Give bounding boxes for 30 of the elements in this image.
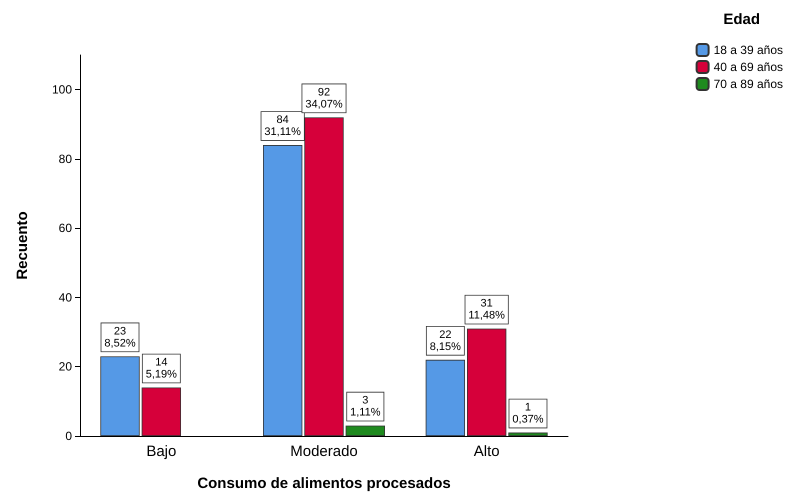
y-tick-label: 0 <box>65 429 72 443</box>
y-tick-label: 20 <box>58 360 72 374</box>
data-label: 22 8,15% <box>430 328 462 353</box>
data-label: 31 11,48% <box>468 298 506 322</box>
x-tick-label: Bajo <box>146 443 176 460</box>
data-label: 92 34,07% <box>305 86 343 110</box>
data-label: 14 5,19% <box>146 356 178 381</box>
legend-label: 18 a 39 años <box>714 43 784 57</box>
data-label: 3 1,11% <box>350 394 381 419</box>
data-label: 1 0,37% <box>512 402 544 426</box>
bar <box>142 388 182 436</box>
legend-label: 40 a 69 años <box>714 60 784 74</box>
y-tick-label: 80 <box>58 152 72 166</box>
bar <box>100 356 140 436</box>
y-axis-title: Recuento <box>14 211 31 280</box>
x-tick-label: Moderado <box>290 443 358 460</box>
data-label: 23 8,52% <box>104 325 136 350</box>
legend-label: 70 a 89 años <box>714 77 784 91</box>
x-tick-label: Alto <box>474 443 500 460</box>
bar <box>466 328 506 436</box>
y-tick-label: 100 <box>52 82 72 97</box>
bar <box>426 360 466 436</box>
legend-title: Edad <box>723 11 760 28</box>
y-tick-label: 60 <box>58 221 72 236</box>
bar <box>346 426 385 436</box>
y-tick-label: 40 <box>58 290 72 304</box>
bar <box>508 432 548 436</box>
data-label: 84 31,11% <box>264 114 302 138</box>
x-axis-title: Consumo de alimentos procesados <box>197 475 451 492</box>
bar <box>263 145 302 436</box>
